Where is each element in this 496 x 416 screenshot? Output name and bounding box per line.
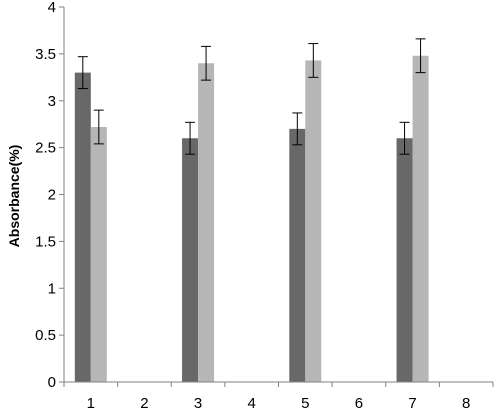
y-tick-label: 3 xyxy=(48,93,56,110)
x-tick-label: 5 xyxy=(301,395,309,412)
y-axis-title: Absorbance(%) xyxy=(6,145,22,248)
y-tick-label: 1.5 xyxy=(35,233,56,250)
y-tick-label: 1 xyxy=(48,280,56,297)
plot-area: 0 0.5 1 1.5 2 2.5 3 3.5 4 1 2 3 4 5 6 7 8 xyxy=(35,0,494,412)
x-tick-label: 3 xyxy=(194,395,202,412)
bar xyxy=(182,138,199,382)
bar xyxy=(74,72,91,382)
x-tick-label: 1 xyxy=(87,395,95,412)
y-tick-label: 2.5 xyxy=(35,140,56,157)
bar xyxy=(396,138,413,382)
y-tick-label: 0 xyxy=(48,374,56,391)
bar xyxy=(90,127,107,382)
y-tick-label: 0.5 xyxy=(35,327,56,344)
x-tick-label: 6 xyxy=(355,395,363,412)
bar xyxy=(412,55,429,382)
y-tick-label: 3.5 xyxy=(35,46,56,63)
y-tick-label: 4 xyxy=(48,0,56,16)
x-tick-label: 4 xyxy=(248,395,256,412)
x-tick-label: 2 xyxy=(140,395,148,412)
x-tick-label: 8 xyxy=(462,395,470,412)
bar xyxy=(305,60,322,382)
bar xyxy=(289,128,306,382)
y-tick-label: 2 xyxy=(48,187,56,204)
x-tick-label: 7 xyxy=(408,395,416,412)
bar xyxy=(198,63,215,382)
